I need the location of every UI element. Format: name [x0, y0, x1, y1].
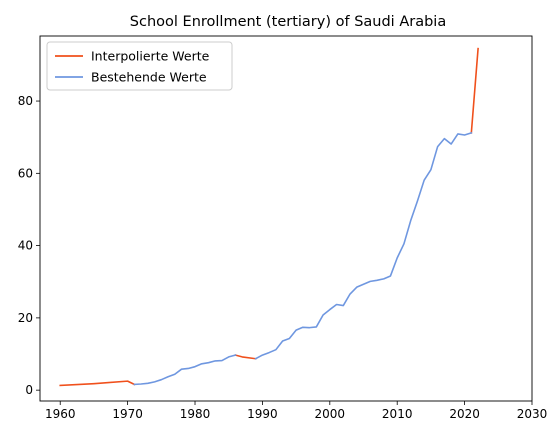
legend: Interpolierte Werte Bestehende Werte — [46, 41, 233, 91]
x-tick-label: 1970 — [112, 407, 143, 421]
x-tick-label: 1990 — [247, 407, 278, 421]
series-line-interpolated — [234, 354, 257, 360]
x-tick-label: 2030 — [517, 407, 548, 421]
y-tick-label: 20 — [18, 311, 33, 325]
x-tick-label: 1960 — [45, 407, 76, 421]
x-tick-label: 2020 — [449, 407, 480, 421]
legend-box — [46, 41, 233, 91]
plot-frame — [39, 35, 533, 402]
x-tick-label: 1980 — [180, 407, 211, 421]
y-tick-label: 60 — [18, 166, 33, 180]
x-tick-label: 2000 — [315, 407, 346, 421]
legend-label: Bestehende Werte — [91, 70, 207, 85]
x-tick-label: 2010 — [382, 407, 413, 421]
series-line-existing — [133, 354, 237, 386]
series-line-interpolated — [59, 380, 136, 387]
series-line-interpolated — [470, 47, 479, 134]
chart-title: School Enrollment (tertiary) of Saudi Ar… — [130, 14, 446, 30]
series-layer — [59, 47, 479, 387]
y-tick-label: 0 — [25, 383, 33, 397]
plot-border — [39, 35, 533, 402]
legend-label: Interpolierte Werte — [91, 49, 210, 64]
axes: 1960 1970 1980 1990 2000 2010 2020 2030 0 20 40 60 8… — [18, 94, 548, 421]
y-tick-label: 80 — [18, 94, 33, 108]
y-tick-label: 40 — [18, 239, 33, 253]
series-line-existing — [254, 131, 473, 360]
